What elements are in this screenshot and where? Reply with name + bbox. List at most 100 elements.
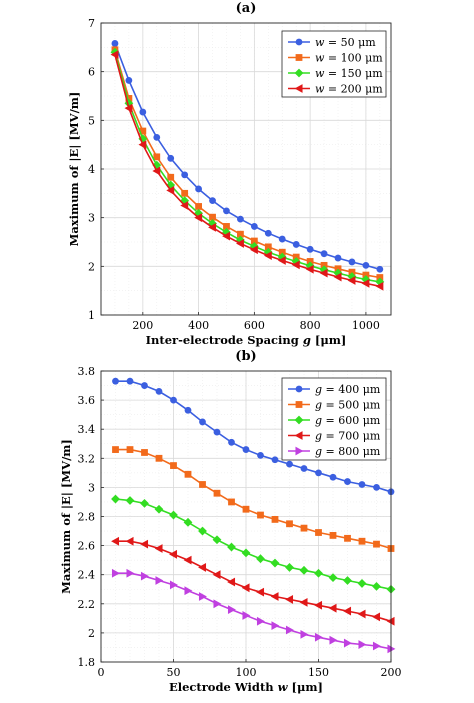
x-tick-label: 0 — [98, 666, 105, 679]
data-point — [209, 197, 216, 205]
y-tick-label: 7 — [88, 17, 95, 30]
data-point — [256, 554, 265, 564]
y-axis-label: Maximum of |E| [MV/m] — [67, 92, 81, 247]
data-point — [271, 516, 279, 523]
data-point — [236, 235, 245, 245]
data-point — [140, 499, 149, 508]
data-point — [256, 616, 265, 626]
data-point — [241, 583, 250, 593]
data-point — [140, 571, 149, 581]
data-point — [213, 489, 221, 497]
data-point — [263, 251, 272, 261]
data-point — [124, 98, 134, 108]
data-point — [124, 103, 133, 113]
data-point — [264, 229, 272, 237]
data-point — [111, 40, 119, 47]
data-point — [126, 568, 135, 578]
data-point — [237, 215, 244, 223]
legend-marker — [295, 54, 303, 61]
data-point — [242, 446, 250, 453]
x-tick-label: 50 — [167, 666, 181, 679]
data-point — [285, 563, 294, 572]
data-point — [358, 537, 366, 545]
data-point — [329, 532, 337, 539]
data-point — [138, 134, 148, 144]
data-point — [358, 640, 367, 649]
y-tick-label: 5 — [88, 114, 95, 127]
y-tick-label: 2.8 — [78, 511, 96, 524]
data-point — [140, 539, 149, 549]
y-tick-label: 3.8 — [78, 365, 96, 378]
data-point — [344, 534, 351, 542]
legend-marker — [295, 38, 303, 46]
series-1 — [111, 40, 384, 273]
data-point — [376, 265, 384, 273]
data-point — [223, 223, 230, 230]
legend-label: w = 200 μm — [315, 83, 383, 96]
y-tick-label: 1.8 — [78, 656, 96, 669]
data-point — [271, 456, 279, 464]
y-tick-label: 2 — [88, 627, 95, 640]
x-tick-label: 1000 — [352, 319, 380, 332]
data-point — [270, 592, 279, 601]
legend-label: g = 400 μm — [315, 383, 381, 396]
data-point — [250, 237, 258, 245]
data-point — [329, 635, 338, 645]
data-point — [242, 505, 250, 513]
series-4 — [110, 50, 384, 291]
data-point — [111, 568, 120, 578]
data-point — [139, 127, 147, 135]
legend-marker — [294, 415, 304, 425]
data-point — [213, 428, 221, 436]
data-point — [314, 632, 323, 642]
data-point — [249, 245, 258, 255]
data-point — [333, 268, 343, 278]
data-point — [199, 418, 206, 426]
data-point — [319, 268, 328, 278]
data-point — [169, 510, 178, 520]
data-point — [236, 239, 244, 248]
data-point — [170, 396, 177, 404]
data-point — [138, 140, 147, 150]
data-point — [300, 524, 308, 532]
data-point — [126, 377, 134, 385]
legend-label: g = 600 μm — [315, 414, 381, 427]
data-point — [256, 587, 265, 597]
legend-label: w = 50 μm — [315, 36, 376, 49]
x-tick-label: 200 — [132, 319, 153, 332]
data-point — [344, 478, 351, 485]
data-point — [227, 577, 236, 587]
chart-title: (b) — [235, 349, 256, 364]
data-point — [183, 555, 192, 565]
data-point — [181, 171, 189, 179]
legend-label: g = 800 μm — [315, 445, 381, 458]
data-point — [112, 377, 119, 385]
x-tick-label: 600 — [244, 319, 265, 332]
data-point — [278, 248, 286, 256]
data-point — [110, 50, 119, 60]
data-point — [372, 641, 381, 651]
data-point — [181, 189, 189, 197]
data-point — [208, 223, 217, 232]
data-point — [125, 496, 135, 505]
legend-label: g = 500 μm — [315, 399, 381, 412]
y-tick-label: 2 — [88, 260, 95, 273]
data-point — [357, 609, 366, 619]
y-tick-label: 2.2 — [78, 598, 96, 611]
data-point — [320, 250, 328, 258]
data-point — [343, 606, 352, 616]
data-point — [242, 611, 251, 620]
legend-marker — [295, 446, 304, 456]
data-point — [361, 278, 370, 288]
legend-marker — [295, 401, 303, 408]
data-point — [195, 185, 202, 193]
legend-marker — [294, 84, 303, 93]
data-point — [343, 576, 352, 585]
data-point — [264, 243, 272, 251]
data-point — [180, 196, 190, 206]
legend: g = 400 μm g = 500 μm g = 600 μm g = 700 μm… — [281, 377, 387, 461]
x-tick-label: 400 — [188, 319, 209, 332]
data-point — [305, 264, 314, 274]
data-point — [141, 449, 148, 456]
data-point — [306, 245, 314, 253]
